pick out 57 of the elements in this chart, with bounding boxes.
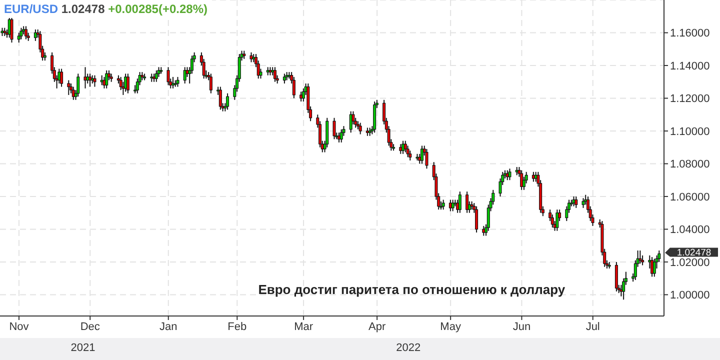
candlestick	[166, 66, 170, 86]
chart-subtitle: 1.02478	[61, 2, 105, 16]
y-tick-label: 1.00000	[670, 290, 710, 302]
y-tick-label: 1.14000	[670, 60, 710, 72]
candlestick	[340, 128, 343, 143]
candlestick	[10, 16, 14, 44]
x-tick-label: Jul	[586, 320, 600, 333]
candlestick	[105, 70, 108, 89]
candlestick	[638, 250, 642, 264]
candlestick	[20, 27, 23, 40]
y-tick-label: 1.10000	[670, 126, 710, 138]
candlestick	[93, 74, 96, 88]
y-tick-label: 1.02000	[670, 256, 710, 269]
candlestick	[614, 261, 618, 292]
candlestick	[17, 32, 20, 44]
annotation: +0.00285(+0.28%)	[108, 2, 208, 16]
candlestick	[88, 73, 92, 88]
candlestick	[451, 199, 454, 212]
candlestick	[67, 80, 70, 96]
text: 2022	[396, 342, 421, 354]
candlestick	[652, 258, 656, 278]
x-tick-label: Feb	[228, 320, 247, 333]
candlestick	[520, 170, 524, 190]
y-tick-label: 1.04000	[670, 224, 710, 236]
text: 2021	[70, 342, 96, 354]
annotation: Евро достиг паритета по отношению к доллару	[258, 282, 566, 297]
x-tick-label: Apr	[368, 320, 386, 333]
x-tick-label: Nov	[9, 320, 30, 333]
y-tick-label: 1.16000	[670, 28, 710, 40]
candlestick	[292, 76, 296, 99]
candlestick	[282, 73, 286, 84]
x-tick-label: Jan	[159, 320, 178, 333]
candlestick	[176, 76, 180, 88]
candlestick	[466, 191, 469, 214]
candlestick	[119, 76, 122, 91]
y-tick-label: 1.06000	[670, 191, 710, 204]
candlestick	[404, 140, 407, 153]
candlestick	[60, 68, 64, 88]
x-tick-label: May	[440, 320, 462, 333]
candlestick	[126, 73, 130, 94]
x-tick-label: Mar	[294, 320, 314, 333]
x-tick-label: Jun	[512, 320, 531, 333]
text: 1.02478	[676, 247, 712, 258]
candlestick	[358, 122, 362, 135]
chart-title: EUR/USD	[4, 2, 58, 16]
candlestick	[250, 52, 253, 63]
candlestick	[226, 92, 230, 110]
candlestick	[442, 199, 445, 210]
y-tick-label: 1.12000	[670, 93, 710, 106]
candlestick	[332, 117, 336, 140]
x-tick-label: Dec	[80, 320, 100, 333]
y-tick-label: 1.08000	[670, 158, 710, 171]
candlestick	[209, 73, 212, 94]
candlestick	[475, 206, 478, 233]
candlestick	[508, 168, 512, 181]
candlestick	[458, 191, 462, 214]
candlestick	[448, 199, 452, 212]
